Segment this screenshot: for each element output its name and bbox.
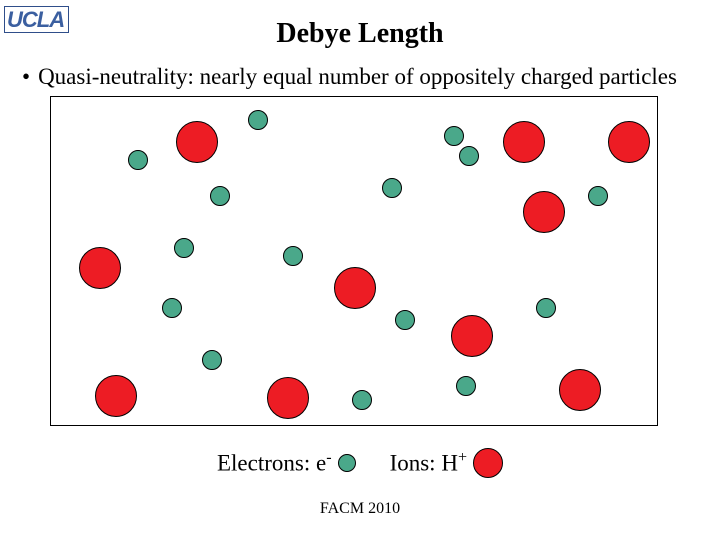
- legend-electrons-label: Electrons: e-: [217, 449, 332, 477]
- ion-particle: [79, 247, 121, 289]
- ion-swatch-icon: [473, 448, 503, 478]
- electron-particle: [536, 298, 556, 318]
- ion-particle: [451, 315, 493, 357]
- electron-particle: [352, 390, 372, 410]
- electron-particle: [382, 178, 402, 198]
- electron-particle: [444, 126, 464, 146]
- ion-particle: [267, 377, 309, 419]
- bullet-text: Quasi-neutrality: nearly equal number of…: [38, 64, 677, 89]
- bullet-row: • Quasi-neutrality: nearly equal number o…: [22, 64, 677, 92]
- electron-particle: [248, 110, 268, 130]
- bullet-dot: •: [22, 64, 30, 90]
- electron-particle: [588, 186, 608, 206]
- legend: Electrons: e- Ions: H+: [0, 448, 720, 478]
- ion-particle: [334, 267, 376, 309]
- electron-particle: [210, 186, 230, 206]
- ion-particle: [95, 375, 137, 417]
- legend-ions-label: Ions: H+: [390, 449, 467, 477]
- footer-text: FACM 2010: [0, 500, 720, 518]
- electron-particle: [202, 350, 222, 370]
- electron-particle: [459, 146, 479, 166]
- electron-particle: [174, 238, 194, 258]
- particle-box: [50, 96, 658, 426]
- ion-particle: [523, 191, 565, 233]
- page-title: Debye Length: [0, 18, 720, 50]
- electron-particle: [456, 376, 476, 396]
- ion-particle: [608, 121, 650, 163]
- ion-particle: [176, 121, 218, 163]
- electron-particle: [283, 246, 303, 266]
- ion-particle: [503, 121, 545, 163]
- electron-particle: [395, 310, 415, 330]
- electron-swatch-icon: [338, 454, 356, 472]
- electron-particle: [162, 298, 182, 318]
- electron-particle: [128, 150, 148, 170]
- ion-particle: [559, 369, 601, 411]
